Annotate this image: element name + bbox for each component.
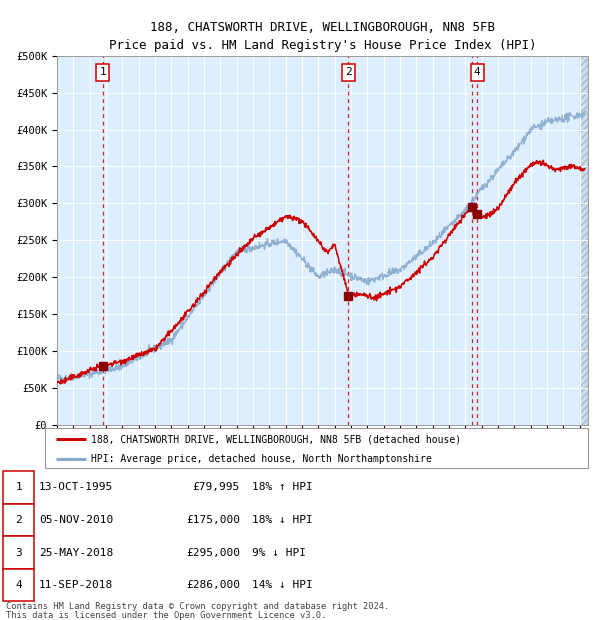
Text: Contains HM Land Registry data © Crown copyright and database right 2024.: Contains HM Land Registry data © Crown c… — [6, 602, 389, 611]
Text: 1: 1 — [99, 68, 106, 78]
Text: 4: 4 — [473, 68, 481, 78]
Text: 18% ↓ HPI: 18% ↓ HPI — [252, 515, 313, 525]
Text: £175,000: £175,000 — [186, 515, 240, 525]
Text: 05-NOV-2010: 05-NOV-2010 — [39, 515, 113, 525]
Text: 188, CHATSWORTH DRIVE, WELLINGBOROUGH, NN8 5FB (detached house): 188, CHATSWORTH DRIVE, WELLINGBOROUGH, N… — [91, 434, 461, 444]
Text: 4: 4 — [15, 580, 22, 590]
Text: £79,995: £79,995 — [193, 482, 240, 492]
Text: 13-OCT-1995: 13-OCT-1995 — [39, 482, 113, 492]
Text: 2: 2 — [345, 68, 352, 78]
Text: 11-SEP-2018: 11-SEP-2018 — [39, 580, 113, 590]
Text: £286,000: £286,000 — [186, 580, 240, 590]
Text: 2: 2 — [15, 515, 22, 525]
Bar — [580, 56, 588, 425]
Text: 18% ↑ HPI: 18% ↑ HPI — [252, 482, 313, 492]
FancyBboxPatch shape — [45, 428, 588, 468]
Text: 14% ↓ HPI: 14% ↓ HPI — [252, 580, 313, 590]
Text: 1: 1 — [15, 482, 22, 492]
Text: HPI: Average price, detached house, North Northamptonshire: HPI: Average price, detached house, Nort… — [91, 454, 432, 464]
Text: This data is licensed under the Open Government Licence v3.0.: This data is licensed under the Open Gov… — [6, 611, 326, 619]
Title: 188, CHATSWORTH DRIVE, WELLINGBOROUGH, NN8 5FB
Price paid vs. HM Land Registry's: 188, CHATSWORTH DRIVE, WELLINGBOROUGH, N… — [109, 21, 536, 52]
Text: £295,000: £295,000 — [186, 547, 240, 557]
Text: 3: 3 — [15, 547, 22, 557]
Text: 9% ↓ HPI: 9% ↓ HPI — [252, 547, 306, 557]
Text: 25-MAY-2018: 25-MAY-2018 — [39, 547, 113, 557]
